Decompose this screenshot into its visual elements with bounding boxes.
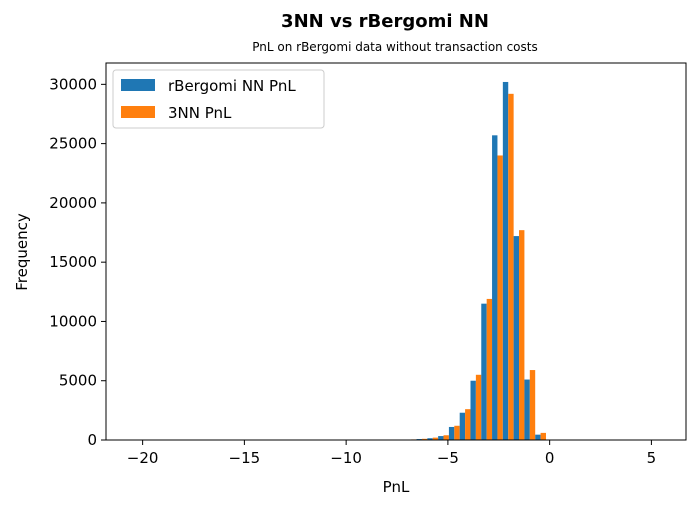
- x-tick-label: 5: [647, 449, 657, 467]
- y-axis-ticks: 0 5000 10000 15000 20000 25000 30000: [49, 75, 106, 449]
- x-axis-ticks: −20 −15 −10 −5 0 5: [127, 440, 656, 467]
- bar-3nn-3: [443, 435, 449, 440]
- legend: rBergomi NN PnL 3NN PnL: [112, 69, 325, 129]
- legend-label-3nn: 3NN PnL: [168, 104, 232, 122]
- bar-3nn-8: [497, 155, 503, 441]
- bar-3nn-2: [432, 437, 439, 440]
- bar-3nn-5: [465, 409, 471, 440]
- y-tick-label: 30000: [49, 75, 97, 93]
- y-tick-label: 0: [87, 431, 97, 449]
- bar-3nn-6: [475, 374, 482, 440]
- bar-rbergomi-12: [535, 434, 541, 440]
- bar-rbergomi-9: [502, 81, 509, 440]
- legend-box: [112, 69, 325, 129]
- bar-3nn-11: [529, 370, 536, 440]
- legend-label-rbergomi: rBergomi NN PnL: [168, 77, 296, 95]
- bar-3nn-4: [454, 425, 460, 440]
- x-tick-label: 0: [545, 449, 555, 467]
- chart-subtitle: PnL on rBergomi data without transaction…: [252, 40, 537, 54]
- x-axis-label: PnL: [383, 478, 410, 496]
- chart-title: 3NN vs rBergomi NN: [281, 11, 489, 32]
- bar-rbergomi-2: [427, 438, 433, 440]
- y-tick-label: 5000: [59, 372, 97, 390]
- bar-3nn-9: [508, 93, 514, 440]
- bar-3nn-7: [486, 298, 493, 440]
- bar-rbergomi-8: [492, 135, 498, 440]
- x-tick-label: −20: [127, 449, 159, 467]
- plot-frame: [105, 62, 687, 441]
- bar-3nn-10: [519, 230, 525, 440]
- y-axis-label: Frequency: [13, 213, 31, 291]
- bar-rbergomi-11: [524, 379, 530, 440]
- x-tick-label: −10: [330, 449, 362, 467]
- bar-rbergomi-5: [459, 412, 466, 440]
- y-tick-label: 20000: [49, 194, 97, 212]
- legend-swatch-rbergomi: [121, 79, 155, 91]
- bar-rbergomi-6: [470, 380, 476, 440]
- bar-rbergomi-3: [438, 436, 444, 440]
- y-tick-label: 10000: [49, 312, 97, 330]
- x-tick-label: −15: [229, 449, 261, 467]
- legend-swatch-3nn: [121, 106, 155, 118]
- bar-rbergomi-7: [481, 303, 487, 440]
- x-tick-label: −5: [437, 449, 459, 467]
- bar-rbergomi-10: [513, 236, 520, 440]
- y-tick-label: 15000: [49, 253, 97, 271]
- bars-group: [405, 81, 546, 441]
- bar-3nn-1: [421, 438, 428, 440]
- bar-3nn-12: [540, 432, 546, 440]
- bar-rbergomi-4: [448, 426, 455, 440]
- y-tick-label: 25000: [49, 135, 97, 153]
